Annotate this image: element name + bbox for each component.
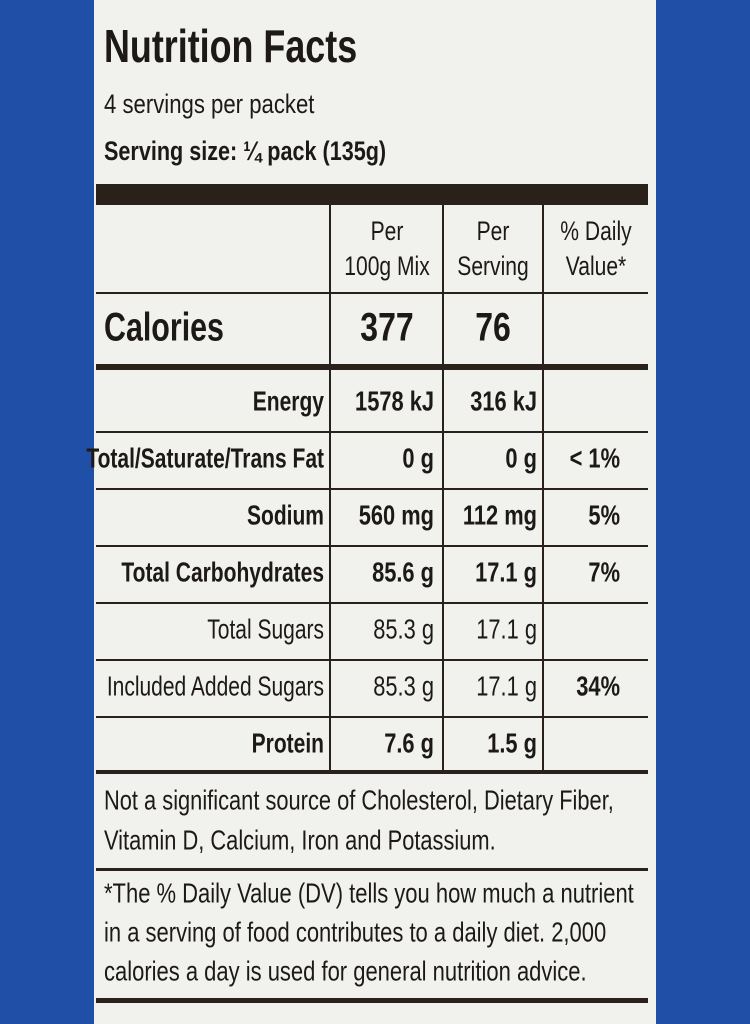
per-100g: 85.3 g — [373, 613, 434, 644]
per-serving: 316 kJ — [470, 385, 537, 416]
rule — [96, 998, 648, 1003]
per-100g: 0 g — [402, 442, 434, 473]
calories-label: Calories — [104, 306, 224, 350]
daily-value: 7% — [588, 556, 620, 587]
per-serving: 1.5 g — [487, 727, 537, 758]
nutrient-label: Included Added Sugars — [107, 670, 324, 701]
nutrient-label: Energy — [253, 385, 325, 416]
per-serving: 17.1 g — [476, 613, 537, 644]
label-background — [94, 0, 656, 1024]
column-header: 100g Mix — [344, 251, 430, 281]
column-header: Value* — [566, 251, 627, 281]
nutrient-label: Total/Saturate/Trans Fat — [86, 442, 324, 473]
nutrient-label: Sodium — [247, 499, 324, 530]
rule — [96, 770, 648, 774]
title: Nutrition Facts — [104, 20, 357, 72]
footnote-line: in a serving of food contributes to a da… — [104, 916, 606, 947]
per-100g: 1578 kJ — [355, 385, 434, 416]
daily-value: 34% — [576, 670, 620, 701]
per-100g: 85.3 g — [373, 670, 434, 701]
nutrient-label: Total Sugars — [207, 613, 324, 644]
servings: 4 servings per packet — [104, 89, 315, 119]
footnote-line: *The % Daily Value (DV) tells you how mu… — [104, 877, 634, 908]
daily-value: 5% — [588, 499, 620, 530]
nutrient-label: Protein — [252, 727, 324, 758]
per-serving: 112 mg — [463, 499, 537, 530]
calories-per-100g: 377 — [360, 306, 413, 350]
calories-per-serving: 76 — [475, 306, 511, 350]
per-serving: 0 g — [505, 442, 537, 473]
column-header: % Daily — [560, 216, 632, 246]
column-header: Per — [477, 216, 510, 246]
per-100g: 560 mg — [359, 499, 434, 530]
footnote-line: Not a significant source of Cholesterol,… — [104, 784, 614, 815]
nutrient-label: Total Carbohydrates — [121, 556, 324, 587]
per-serving: 17.1 g — [475, 556, 537, 587]
thick-bar — [96, 184, 648, 205]
table-grid — [96, 205, 648, 772]
daily-value: < 1% — [570, 442, 620, 473]
footnote-line: Vitamin D, Calcium, Iron and Potassium. — [104, 824, 496, 855]
column-header: Per — [371, 216, 404, 246]
rule — [96, 868, 648, 871]
thick-rule — [96, 364, 648, 370]
per-serving: 17.1 g — [476, 670, 537, 701]
per-100g: 7.6 g — [384, 727, 434, 758]
serving-size: Serving size: ¼ pack (135g) — [104, 136, 386, 166]
footnote-line: calories a day is used for general nutri… — [104, 955, 587, 986]
per-100g: 85.6 g — [372, 556, 434, 587]
column-header: Serving — [457, 251, 528, 281]
